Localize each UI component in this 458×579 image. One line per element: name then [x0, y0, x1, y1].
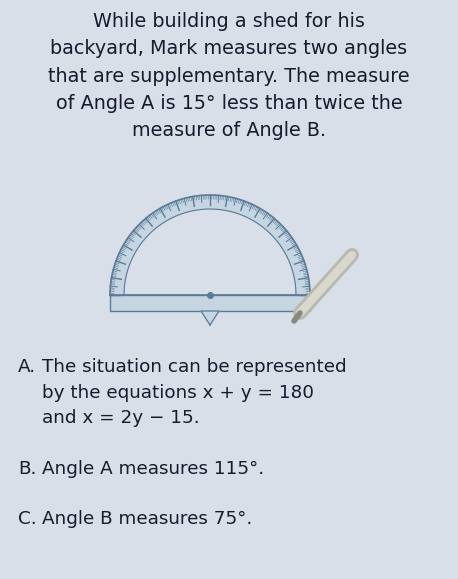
Text: The situation can be represented
by the equations x + y = 180
and x = 2y − 15.: The situation can be represented by the … — [42, 358, 347, 427]
Text: Angle B measures 75°.: Angle B measures 75°. — [42, 510, 252, 528]
Bar — [110, 295, 310, 311]
Polygon shape — [124, 209, 296, 295]
Text: C.: C. — [18, 510, 37, 528]
Text: B.: B. — [18, 460, 36, 478]
Text: A.: A. — [18, 358, 36, 376]
Text: Angle A measures 115°.: Angle A measures 115°. — [42, 460, 264, 478]
Polygon shape — [201, 311, 219, 325]
Polygon shape — [110, 195, 310, 295]
Text: While building a shed for his
backyard, Mark measures two angles
that are supple: While building a shed for his backyard, … — [48, 12, 410, 140]
